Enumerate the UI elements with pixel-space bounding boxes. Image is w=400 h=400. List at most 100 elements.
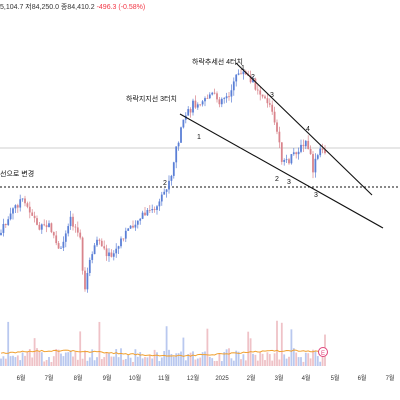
change-label: 선으로 변경	[0, 169, 34, 178]
volume-bar	[115, 349, 118, 366]
candle-body	[103, 246, 106, 249]
volume-bar	[19, 360, 22, 366]
volume-bar	[64, 352, 67, 366]
candles-group	[0, 68, 326, 293]
volume-bar	[48, 357, 50, 366]
candle-body	[261, 94, 264, 97]
x-tick-label: 6월	[358, 374, 367, 382]
candle-body	[96, 239, 98, 246]
volume-bar	[74, 351, 77, 366]
candle-body	[12, 208, 14, 214]
candle-body	[256, 89, 259, 91]
volume-bar	[218, 353, 221, 366]
volume-bar	[196, 358, 199, 366]
candle-body	[141, 212, 144, 219]
candle-body	[88, 259, 91, 274]
candle-body	[180, 127, 182, 143]
volume-bar	[307, 353, 310, 366]
candle-body	[108, 252, 110, 257]
volume-bar	[304, 352, 307, 366]
candle-body	[45, 225, 48, 228]
candle-body	[168, 180, 170, 190]
volume-bar	[276, 320, 278, 366]
x-tick-label: 8월	[74, 374, 83, 382]
candle-body	[72, 216, 74, 227]
candle-body	[67, 226, 70, 234]
candle-body	[98, 239, 101, 241]
volume-bar	[38, 350, 41, 366]
volume-bar	[112, 356, 115, 366]
volume-bar	[220, 361, 223, 366]
candle-body	[158, 201, 161, 207]
x-tick-label: 6월	[17, 374, 26, 382]
candle-body	[16, 205, 19, 208]
volume-bar	[228, 348, 230, 366]
volume-bar	[86, 360, 89, 366]
wave-label: 2	[251, 74, 255, 81]
candle-body	[33, 215, 36, 219]
candle-body	[43, 224, 46, 226]
candle-body	[252, 78, 254, 83]
candle-body	[187, 109, 190, 116]
candle-body	[276, 122, 278, 132]
volume-bar	[182, 337, 185, 366]
candle-body	[79, 232, 82, 238]
candle-body	[249, 75, 252, 83]
candle-body	[160, 194, 163, 202]
candle-body	[40, 224, 43, 230]
volume-bar	[249, 338, 252, 366]
candle-body	[134, 224, 137, 228]
x-tick-label: 3월	[275, 374, 284, 382]
volume-bar	[110, 356, 113, 366]
volume-bar	[204, 351, 206, 366]
candle-body	[225, 96, 228, 99]
volume-bar	[192, 351, 194, 366]
time-axis[interactable]: 6월 7월 8월 9월 10월 11월 12월 2025 2월 3월 4월 5월 6월 7월	[17, 374, 395, 382]
ohlc-values: 5,104.7 저84,250.0 종84,410.2	[0, 4, 95, 11]
volume-bar	[242, 354, 245, 366]
volume-bar	[240, 359, 242, 366]
volume-bar	[187, 354, 190, 366]
volume-bar	[79, 331, 82, 366]
candle-body	[304, 140, 307, 147]
volume-bar	[172, 356, 175, 366]
candle-body	[31, 212, 34, 216]
volume-bar	[288, 356, 290, 366]
x-tick-label: 7월	[386, 374, 395, 382]
volume-bar	[264, 360, 266, 366]
volume-bar	[21, 352, 24, 366]
x-tick-label: 12월	[187, 374, 199, 382]
candle-body	[132, 225, 134, 228]
volume-bar	[93, 360, 96, 366]
volume-bar	[103, 357, 106, 366]
volume-bar	[184, 360, 187, 366]
wave-label: 2	[275, 176, 279, 183]
wave-label: 3	[287, 179, 291, 186]
candle-body	[297, 151, 300, 155]
candle-body	[211, 92, 214, 95]
volume-bar	[316, 356, 319, 366]
x-tick-label: 5월	[331, 374, 340, 382]
candle-body	[110, 252, 113, 257]
resistance-trendline[interactable]	[235, 62, 373, 196]
volume-bar	[33, 338, 36, 366]
volume-bar	[268, 354, 271, 366]
volume-bar	[84, 350, 86, 366]
volume-bar	[321, 348, 324, 366]
candle-body	[14, 205, 17, 209]
candle-body	[283, 160, 286, 162]
earnings-marker[interactable]: E	[318, 347, 328, 358]
volume-bar	[26, 351, 29, 366]
candle-body	[288, 159, 290, 164]
support-trendline[interactable]	[179, 113, 384, 229]
volume-bar	[50, 361, 53, 366]
candle-body	[278, 131, 281, 143]
volume-bar	[100, 359, 103, 366]
candle-body	[208, 94, 211, 99]
candle-body	[76, 227, 79, 233]
candle-body	[9, 213, 12, 220]
volume-bar	[148, 354, 151, 366]
volume-bar	[189, 352, 192, 366]
candle-body	[2, 223, 5, 233]
volume-bar	[31, 357, 34, 366]
